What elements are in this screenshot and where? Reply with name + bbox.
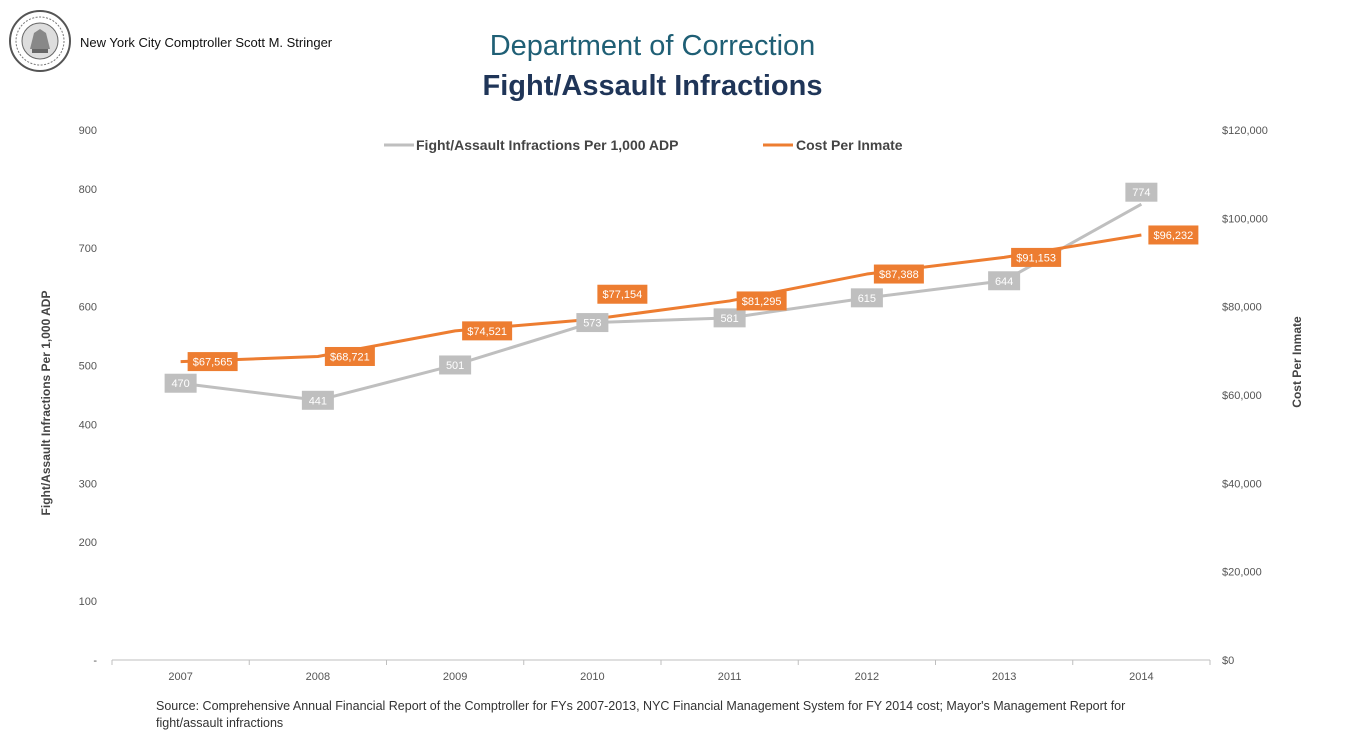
data-label-box-cost <box>324 346 375 366</box>
data-label-cost: $87,388 <box>879 269 919 281</box>
data-label-box-infractions <box>988 271 1021 291</box>
data-label-cost: $91,153 <box>1016 252 1056 264</box>
series-line-cost <box>180 233 1142 364</box>
x-tick-label: 2007 <box>168 671 192 683</box>
x-tick-label: 2013 <box>992 671 1016 683</box>
data-label-box-infractions <box>1125 182 1158 202</box>
data-label-cost: $77,154 <box>602 289 642 301</box>
data-label-box-infractions <box>301 390 334 410</box>
line-chart: 2007 2008 2009 2010 2011 2012 2013 2014 - 100 200 3… <box>39 125 1304 683</box>
data-label-box-infractions <box>164 373 197 393</box>
data-label-cost: $68,721 <box>330 351 370 363</box>
data-label-cost: $81,295 <box>742 296 782 308</box>
data-label-infractions: 470 <box>171 378 189 390</box>
y-left-tick-label: 300 <box>79 478 97 490</box>
y-right-tick-label: $40,000 <box>1222 478 1262 490</box>
y-right-axis-title: Cost Per Inmate <box>1290 316 1304 408</box>
y-left-tick-label: 900 <box>79 125 97 137</box>
data-label-box-infractions <box>439 355 472 375</box>
data-label-box-infractions <box>576 313 609 333</box>
y-right-tick-label: $60,000 <box>1222 390 1262 402</box>
data-label-cost: $74,521 <box>467 326 507 338</box>
x-tick-label: 2008 <box>306 671 330 683</box>
page-title: Department of Correction <box>489 30 816 62</box>
data-label-infractions: 501 <box>446 360 464 372</box>
nyc-seal-icon <box>9 10 71 72</box>
y-left-tick-label: 100 <box>79 596 97 608</box>
x-tick-label: 2014 <box>1129 671 1153 683</box>
data-label-box-cost <box>597 284 648 304</box>
y-left-tick-label: 400 <box>79 419 97 431</box>
x-tick-label: 2009 <box>443 671 467 683</box>
y-left-tick-label: - <box>93 655 97 667</box>
y-left-tick-label: 200 <box>79 537 97 549</box>
y-right-tick-label: $80,000 <box>1222 302 1262 314</box>
data-label-infractions: 573 <box>583 318 601 330</box>
x-tick-label: 2011 <box>718 671 742 683</box>
source-note: Source: Comprehensive Annual Financial R… <box>156 699 1126 730</box>
x-tick-label: 2012 <box>855 671 879 683</box>
data-label-box-cost <box>1148 225 1199 245</box>
page-subtitle: Fight/Assault Infractions <box>482 70 823 102</box>
data-label-box-cost <box>462 321 513 341</box>
data-label-infractions: 774 <box>1132 187 1150 199</box>
data-label-box-cost <box>873 264 924 284</box>
legend-label-infractions: Fight/Assault Infractions Per 1,000 ADP <box>416 137 678 153</box>
y-left-tick-label: 700 <box>79 243 97 255</box>
comptroller-name: New York City Comptroller Scott M. Strin… <box>80 35 333 50</box>
y-right-tick-label: $0 <box>1222 655 1234 667</box>
data-label-infractions: 615 <box>858 293 876 305</box>
x-tick-label: 2010 <box>580 671 604 683</box>
data-label-infractions: 644 <box>995 276 1013 288</box>
data-label-box-infractions <box>850 288 883 308</box>
data-label-infractions: 581 <box>720 313 738 325</box>
data-label-infractions: 441 <box>309 395 327 407</box>
series-line-infractions <box>180 202 1143 402</box>
y-right-tick-label: $100,000 <box>1222 213 1268 225</box>
y-left-tick-label: 800 <box>79 184 97 196</box>
y-right-tick-label: $20,000 <box>1222 567 1262 579</box>
data-label-cost: $96,232 <box>1153 230 1193 242</box>
y-left-tick-label: 500 <box>79 361 97 373</box>
data-label-box-cost <box>1011 247 1062 267</box>
y-left-axis-title: Fight/Assault Infractions Per 1,000 ADP <box>39 291 53 516</box>
data-label-cost: $67,565 <box>193 357 233 369</box>
y-right-tick-label: $120,000 <box>1222 125 1268 137</box>
data-label-box-cost <box>187 352 238 372</box>
data-label-box-cost <box>736 291 787 311</box>
legend-label-cost: Cost Per Inmate <box>796 137 903 153</box>
y-left-tick-label: 600 <box>79 302 97 314</box>
data-label-box-infractions <box>713 308 746 328</box>
